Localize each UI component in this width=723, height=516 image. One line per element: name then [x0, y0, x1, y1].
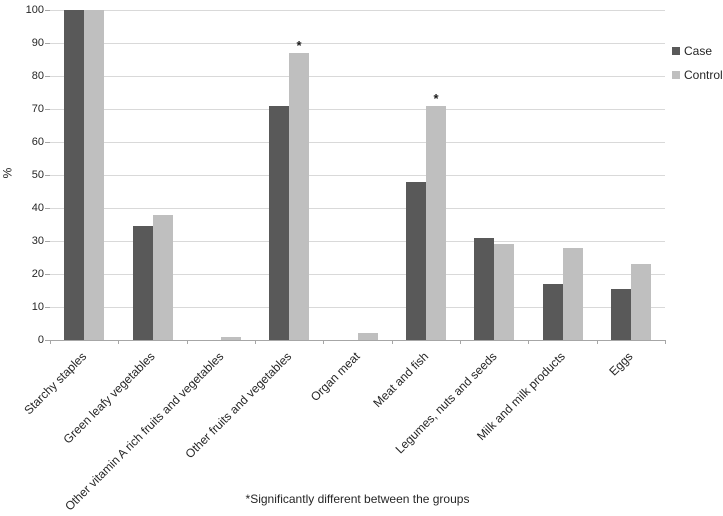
- y-tick-label-80: 80: [31, 70, 44, 82]
- legend-label-control: Control: [684, 68, 723, 82]
- gridline-70: [50, 109, 665, 110]
- x-tick-3: [255, 340, 256, 344]
- bar-control-7: [494, 244, 514, 340]
- y-tick-20: [45, 274, 50, 275]
- y-tick-label-0: 0: [37, 334, 44, 346]
- bar-case-1: [64, 10, 84, 340]
- y-tick-100: [45, 10, 50, 11]
- x-tick-8: [597, 340, 598, 344]
- gridline-90: [50, 43, 665, 44]
- y-tick-label-10: 10: [31, 301, 44, 313]
- x-tick-4: [323, 340, 324, 344]
- y-tick-label-70: 70: [31, 103, 44, 115]
- y-tick-label-30: 30: [31, 235, 44, 247]
- x-category-label-9: Eggs: [606, 349, 637, 379]
- legend: Case Control: [672, 44, 723, 92]
- y-tick-60: [45, 142, 50, 143]
- y-tick-50: [45, 175, 50, 176]
- legend-item-case: Case: [672, 44, 723, 58]
- x-tick-0: [50, 340, 51, 344]
- gridline-10: [50, 307, 665, 308]
- x-tick-2: [187, 340, 188, 344]
- chart-footnote: *Significantly different between the gro…: [245, 492, 470, 506]
- x-category-label-5: Organ meat: [307, 349, 363, 405]
- x-tick-6: [460, 340, 461, 344]
- x-category-label-1: Starchy staples: [21, 349, 90, 418]
- bar-case-6: [406, 182, 426, 340]
- bar-control-2: [153, 215, 173, 340]
- bar-control-4: [289, 53, 309, 340]
- y-tick-label-60: 60: [31, 136, 44, 148]
- bar-case-8: [543, 284, 563, 340]
- gridline-30: [50, 241, 665, 242]
- significance-marker-6: *: [433, 91, 439, 106]
- bar-control-6: [426, 106, 446, 340]
- gridline-20: [50, 274, 665, 275]
- x-tick-1: [118, 340, 119, 344]
- y-tick-label-20: 20: [31, 268, 44, 280]
- gridline-60: [50, 142, 665, 143]
- bar-control-5: [358, 333, 378, 340]
- gridline-50: [50, 175, 665, 176]
- gridline-100: [50, 10, 665, 11]
- bar-control-9: [631, 264, 651, 340]
- significance-marker-4: *: [296, 38, 302, 53]
- y-tick-30: [45, 241, 50, 242]
- y-tick-70: [45, 109, 50, 110]
- x-category-label-6: Meat and fish: [370, 349, 432, 411]
- gridline-40: [50, 208, 665, 209]
- y-tick-label-40: 40: [31, 202, 44, 214]
- y-tick-0: [45, 340, 50, 341]
- legend-swatch-control: [672, 71, 680, 79]
- legend-swatch-case: [672, 47, 680, 55]
- gridline-80: [50, 76, 665, 77]
- x-tick-7: [528, 340, 529, 344]
- legend-label-case: Case: [684, 44, 713, 58]
- y-tick-40: [45, 208, 50, 209]
- y-tick-90: [45, 43, 50, 44]
- y-tick-label-90: 90: [31, 37, 44, 49]
- y-tick-label-100: 100: [25, 4, 44, 16]
- y-tick-10: [45, 307, 50, 308]
- bar-control-1: [84, 10, 104, 340]
- bar-case-2: [133, 226, 153, 340]
- x-tick-9: [665, 340, 666, 344]
- bar-control-3: [221, 337, 241, 340]
- bar-case-7: [474, 238, 494, 340]
- y-tick-80: [45, 76, 50, 77]
- bar-case-4: [269, 106, 289, 340]
- bar-case-9: [611, 289, 631, 340]
- y-tick-label-50: 50: [31, 169, 44, 181]
- legend-item-control: Control: [672, 68, 723, 82]
- bar-control-8: [563, 248, 583, 340]
- x-tick-5: [392, 340, 393, 344]
- x-axis-line: [50, 340, 666, 341]
